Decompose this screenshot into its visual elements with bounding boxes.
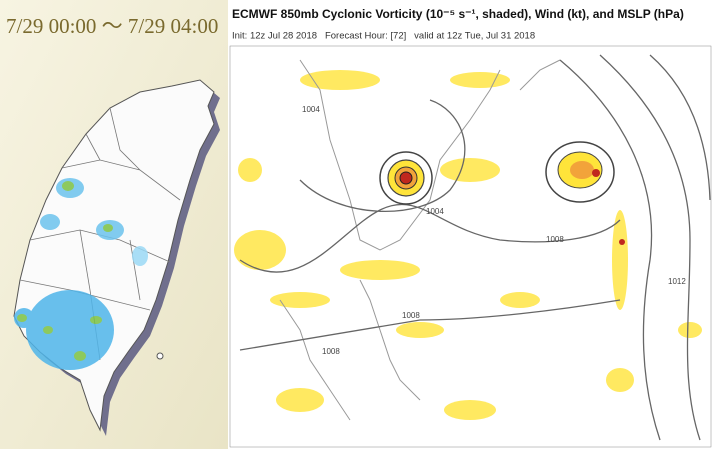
contour-label: 1012 — [668, 277, 686, 286]
contour-label: 1004 — [426, 207, 444, 216]
map-subtitle: Init: 12z Jul 28 2018 Forecast Hour: [72… — [232, 31, 535, 42]
weather-map: 1004 1004 1008 1008 1008 1012 — [229, 45, 712, 448]
panel-title: 7/29 00:00 ～ 7/29 04:00 — [6, 14, 218, 38]
contour-label: 1008 — [402, 311, 420, 320]
contour-label: 1008 — [322, 347, 340, 356]
taiwan-map — [13, 79, 220, 436]
contour-label: 1008 — [546, 235, 564, 244]
contour-label: 1004 — [302, 105, 320, 114]
map-title: ECMWF 850mb Cyclonic Vorticity (10⁻⁵ s⁻¹… — [232, 7, 684, 21]
